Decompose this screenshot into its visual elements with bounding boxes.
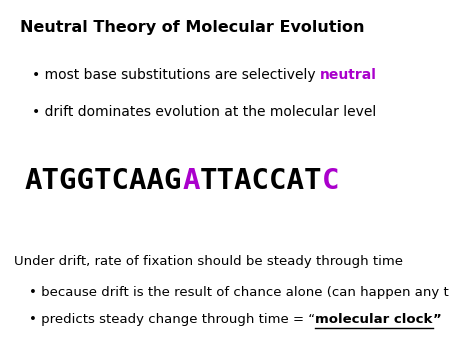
Text: Under drift, rate of fixation should be steady through time: Under drift, rate of fixation should be … (14, 255, 402, 268)
Text: TTACCAT: TTACCAT (200, 167, 322, 195)
Text: Neutral Theory of Molecular Evolution: Neutral Theory of Molecular Evolution (20, 20, 365, 35)
Text: ”: ” (433, 313, 441, 325)
Text: neutral: neutral (320, 68, 376, 81)
Text: C: C (322, 167, 340, 195)
Text: • most base substitutions are selectively: • most base substitutions are selectivel… (32, 68, 319, 81)
Text: • because drift is the result of chance alone (can happen any time): • because drift is the result of chance … (29, 286, 450, 298)
Text: molecular clock: molecular clock (315, 313, 433, 325)
Text: • predicts steady change through time = “: • predicts steady change through time = … (29, 313, 315, 325)
Text: • drift dominates evolution at the molecular level: • drift dominates evolution at the molec… (32, 105, 376, 119)
Text: A: A (182, 167, 200, 195)
Text: ATGGTCAAG: ATGGTCAAG (25, 167, 182, 195)
